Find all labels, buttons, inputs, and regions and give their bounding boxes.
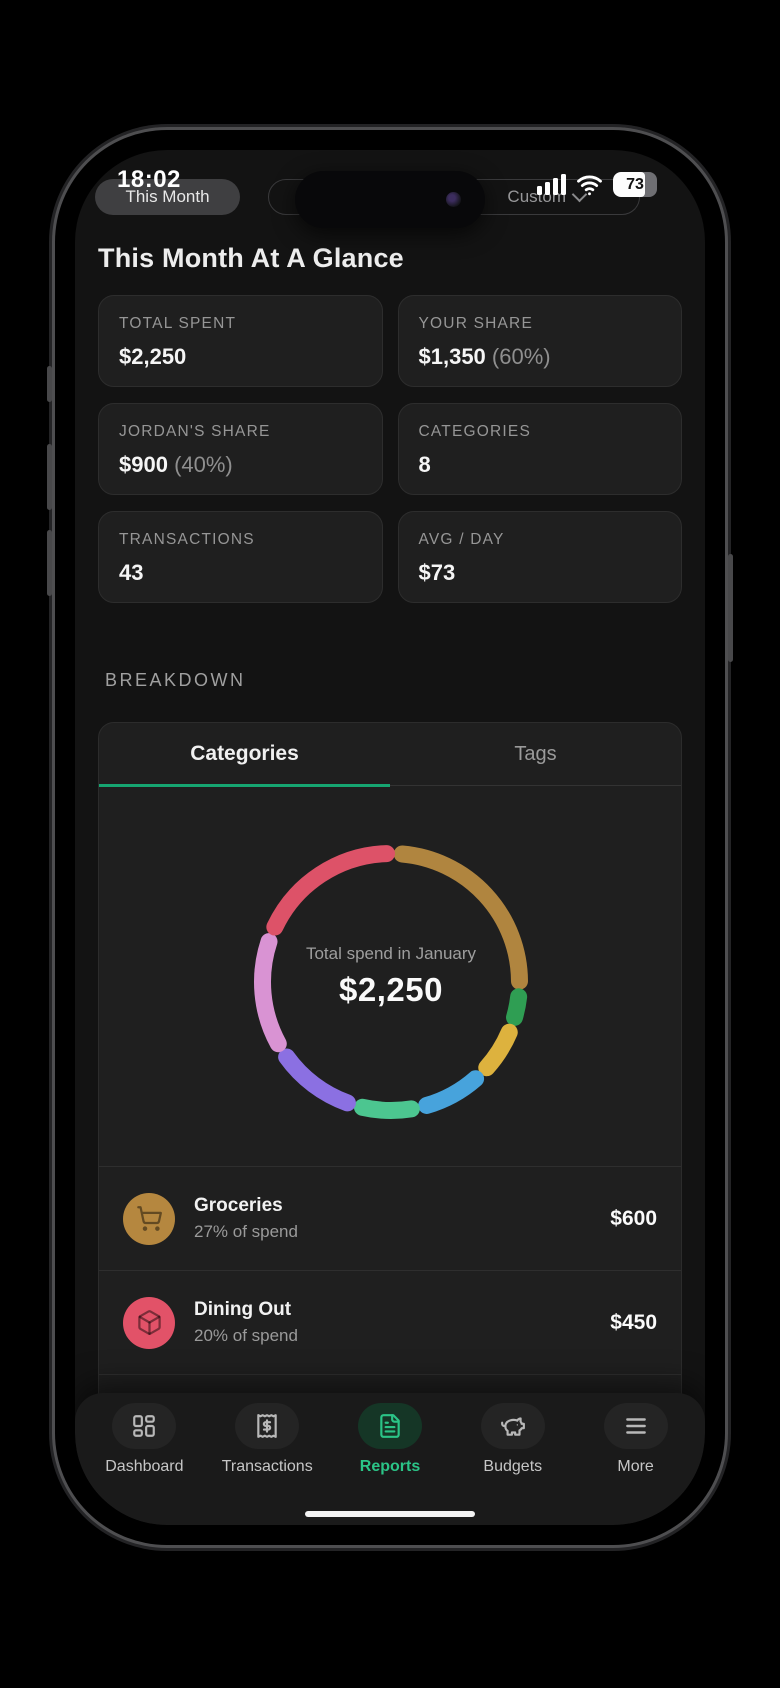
breakdown-tabs: Categories Tags [99,723,681,787]
stat-card-avg-day: AVG / DAY $73 [397,511,682,603]
stat-card-jordans-share: JORDAN'S SHARE $900 (40%) [98,403,383,495]
shopping-cart-icon [123,1192,175,1245]
filter-this-month[interactable]: This Month [95,179,240,215]
stat-card-categories: CATEGORIES 8 [397,403,682,495]
donut-segment-category-blue- [418,1070,485,1114]
nav-reports[interactable]: Reports [329,1403,452,1525]
list-item-groceries[interactable]: Groceries 27% of spend $600 [99,1167,681,1271]
cellular-signal-icon [537,174,566,195]
battery-percent: 73 [626,175,644,193]
breakdown-section-label: BREAKDOWN [105,670,246,690]
receipt-icon [235,1403,300,1449]
nav-budgets[interactable]: Budgets [451,1403,574,1525]
file-text-icon [357,1403,422,1449]
tab-categories[interactable]: Categories [99,723,390,787]
volume-down-button [47,530,52,596]
list-item-dining-out[interactable]: Dining Out 20% of spend $450 [99,1271,681,1375]
wifi-icon [577,175,602,195]
battery-fill [613,172,646,197]
nav-transactions[interactable]: Transactions [206,1403,329,1525]
category-list: Groceries 27% of spend $600 [99,1166,681,1419]
donut-segment-groceries [393,845,528,990]
package-icon [123,1296,175,1349]
donut-segment-dining-out [266,845,396,936]
donut-center-text: Total spend in January $2,250 [99,944,681,1009]
nav-dashboard[interactable]: Dashboard [83,1403,206,1525]
donut-segment-category-green- [506,988,528,1026]
category-donut-chart: Total spend in January $2,250 [99,786,681,1166]
donut-chart-svg [254,845,528,1119]
glance-cards: TOTAL SPENT $2,250 YOUR SHARE $1,350 (60… [98,295,682,603]
home-indicator[interactable] [305,1511,475,1517]
donut-segment-category-yellow- [478,1023,518,1077]
filter-custom[interactable]: Custom [507,180,588,213]
donut-segment-category-purple- [278,1048,356,1112]
breakdown-card: Categories Tags Total spend in January $… [98,722,682,1420]
page-title: This Month At A Glance [98,243,404,273]
donut-segment-category-pink- [254,933,287,1053]
stat-card-your-share: YOUR SHARE $1,350 (60%) [397,295,682,387]
status-icons: 73 [537,172,657,197]
status-time: 18:02 [117,166,181,193]
battery-icon: 73 [613,172,657,197]
piggy-bank-icon [480,1403,545,1449]
menu-icon [603,1403,668,1449]
stat-card-total-spent: TOTAL SPENT $2,250 [98,295,383,387]
layout-dashboard-icon [112,1403,177,1449]
mute-switch [47,366,52,402]
app-screen: 18:02 73 This Month [75,150,705,1525]
volume-up-button [47,444,52,510]
donut-segment-category-teal- [353,1098,420,1119]
donut-center-label: Total spend in January [305,944,477,963]
stat-card-transactions: TRANSACTIONS 43 [98,511,383,603]
power-button [728,554,733,662]
front-camera [446,192,461,207]
phone-frame: 18:02 73 This Month [47,130,733,1545]
nav-more[interactable]: More [574,1403,697,1525]
tab-tags[interactable]: Tags [514,742,557,765]
dynamic-island [295,171,485,228]
donut-center-value: $2,250 [339,971,443,1008]
bottom-tab-bar: Dashboard Transactions [75,1393,705,1525]
